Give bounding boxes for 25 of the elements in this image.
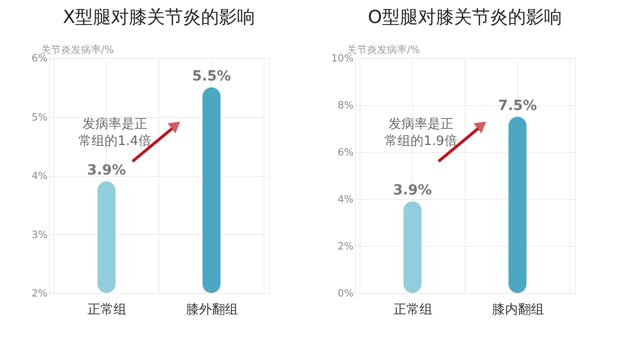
x-tick-label: 膝外翻组: [186, 302, 238, 318]
y-tick-label: 2%: [338, 242, 354, 252]
x-tick-label: 膝内翻组: [492, 302, 544, 318]
y-tick-label: 4%: [338, 194, 354, 206]
annotation: 发病率是正常组的1.9倍: [384, 116, 458, 149]
y-tick-label: 6%: [32, 54, 48, 64]
annotation: 发病率是正常组的1.4倍: [78, 116, 152, 149]
y-tick-label: 5%: [32, 112, 48, 124]
x-tick-label: 正常组: [88, 302, 126, 318]
y-tick-label: 2%: [32, 288, 48, 300]
y-tick-label: 3%: [32, 230, 48, 241]
chart-title: X型腿对膝关节炎的影响: [62, 7, 256, 28]
data-label: 3.9%: [393, 182, 432, 198]
y-tick-label: 10%: [331, 54, 354, 64]
chart-title: O型腿对膝关节炎的影响: [368, 7, 562, 28]
data-label: 5.5%: [192, 68, 231, 84]
y-tick-label: 0%: [338, 288, 354, 300]
x-tick-label: 正常组: [394, 302, 432, 318]
y-axis-title: 关节炎发病率/%: [41, 44, 114, 56]
y-axis-title: 关节炎发病率/%: [347, 44, 420, 56]
y-tick-label: 8%: [338, 100, 354, 112]
data-label: 7.5%: [498, 98, 537, 114]
y-tick-label: 6%: [338, 148, 354, 158]
y-tick-label: 4%: [32, 171, 48, 182]
data-label: 3.9%: [87, 162, 126, 178]
